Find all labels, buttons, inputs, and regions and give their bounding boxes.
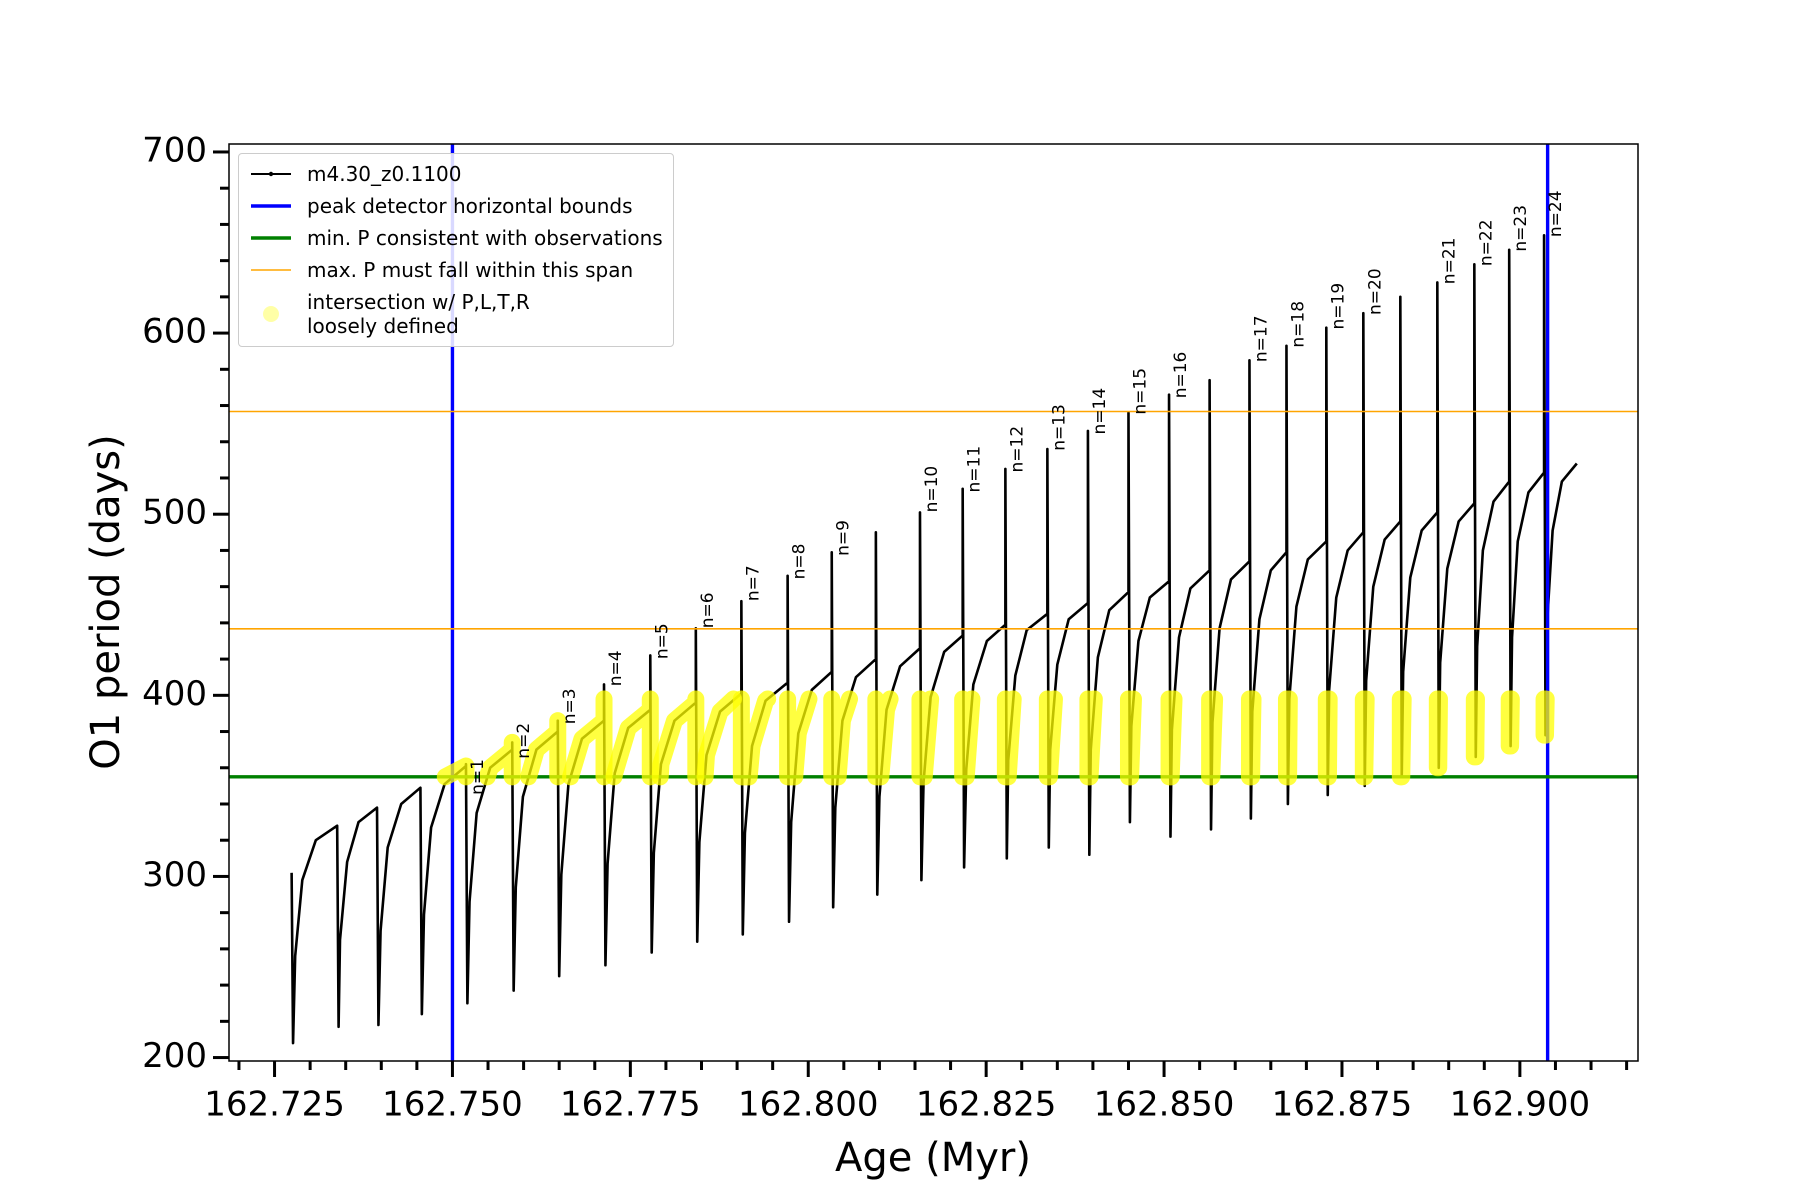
highlight-band xyxy=(823,690,859,786)
highlight-band xyxy=(1354,690,1375,786)
highlight-band xyxy=(1240,690,1262,786)
x-tick-label: 162.850 xyxy=(1094,1085,1235,1125)
annotation: n=5 xyxy=(652,623,672,659)
x-tick-label: 162.825 xyxy=(916,1085,1057,1125)
annotation: n=1 xyxy=(468,759,488,795)
highlight-band xyxy=(1428,690,1448,777)
legend-item: intersection w/ P,L,T,R loosely defined xyxy=(249,290,663,338)
highlight-band xyxy=(562,690,613,786)
legend-swatch xyxy=(251,204,291,208)
highlight-band xyxy=(867,690,899,786)
legend-label: min. P consistent with observations xyxy=(307,226,663,250)
annotation: n=8 xyxy=(790,544,810,580)
highlight-band xyxy=(954,690,981,786)
highlight-band xyxy=(520,712,567,786)
highlight-band xyxy=(696,690,743,786)
x-tick-label: 162.775 xyxy=(560,1085,701,1125)
legend-swatch xyxy=(263,306,279,322)
x-tick-label: 162.875 xyxy=(1272,1085,1413,1125)
series-line xyxy=(290,233,1578,1045)
legend-item: min. P consistent with observations xyxy=(249,226,663,250)
highlight-band xyxy=(1500,690,1520,755)
x-tick-label: 162.900 xyxy=(1450,1085,1591,1125)
legend-symbol xyxy=(268,171,274,177)
legend-label: m4.30_z0.1100 xyxy=(307,162,462,186)
annotation: n=17 xyxy=(1252,315,1272,362)
legend-item: max. P must fall within this span xyxy=(249,258,663,282)
annotation: n=4 xyxy=(606,650,626,686)
highlight-band xyxy=(996,690,1022,786)
highlight-band xyxy=(651,690,705,786)
y-axis-label: O1 period (days) xyxy=(83,434,129,769)
highlight-band xyxy=(1317,690,1338,786)
legend-swatch xyxy=(251,269,291,271)
highlight-band xyxy=(436,757,475,786)
y-tick-label: 500 xyxy=(142,493,207,533)
annotation: n=11 xyxy=(965,446,985,493)
x-tick-label: 162.750 xyxy=(382,1085,523,1125)
x-axis-label: Age (Myr) xyxy=(835,1135,1031,1181)
y-tick-label: 300 xyxy=(142,855,207,895)
annotation: n=22 xyxy=(1476,219,1496,266)
annotation: n=19 xyxy=(1328,283,1348,330)
highlight-band xyxy=(779,690,818,786)
annotation: n=23 xyxy=(1511,205,1531,252)
y-tick-label: 700 xyxy=(142,130,207,170)
highlight-band xyxy=(732,690,777,786)
highlight-band xyxy=(911,690,940,786)
annotation: n=18 xyxy=(1289,301,1309,348)
highlight-band xyxy=(1465,690,1485,766)
legend-item: peak detector horizontal bounds xyxy=(249,194,663,218)
highlight-band xyxy=(1535,690,1555,744)
highlight-band xyxy=(1079,690,1103,786)
highlight-band xyxy=(1038,690,1063,786)
annotation: n=2 xyxy=(514,723,534,759)
annotation: n=10 xyxy=(922,466,942,513)
highlight-band xyxy=(1391,690,1412,786)
annotation: n=16 xyxy=(1171,352,1191,399)
legend-label: peak detector horizontal bounds xyxy=(307,194,633,218)
highlight-band xyxy=(1160,690,1183,786)
annotation: n=9 xyxy=(834,520,854,556)
legend-symbol xyxy=(263,306,279,322)
plot-area xyxy=(229,144,1638,1061)
annotation: n=14 xyxy=(1090,388,1110,435)
annotation: n=6 xyxy=(698,592,718,628)
annotation: n=21 xyxy=(1439,238,1459,285)
highlight-band xyxy=(478,733,521,786)
annotation: n=20 xyxy=(1365,268,1385,315)
highlight-band xyxy=(1119,690,1142,786)
highlight-band xyxy=(1277,690,1298,786)
y-tick-label: 600 xyxy=(142,312,207,352)
annotation: n=24 xyxy=(1546,190,1566,237)
annotation: n=3 xyxy=(560,688,580,724)
annotation: n=15 xyxy=(1131,368,1151,415)
y-tick-label: 400 xyxy=(142,674,207,714)
plot-frame xyxy=(228,143,1639,1062)
highlight-band xyxy=(605,690,659,786)
annotation: n=7 xyxy=(743,565,763,601)
legend-item: m4.30_z0.1100 xyxy=(249,162,663,186)
annotation: n=13 xyxy=(1049,404,1069,451)
legend-swatch xyxy=(251,236,291,240)
x-tick-label: 162.725 xyxy=(204,1085,345,1125)
annotation: n=12 xyxy=(1007,426,1027,473)
x-tick-label: 162.800 xyxy=(738,1085,879,1125)
y-tick-label: 200 xyxy=(142,1036,207,1076)
legend-swatch xyxy=(251,171,291,177)
highlight-band xyxy=(1201,690,1224,786)
legend-label: intersection w/ P,L,T,R loosely defined xyxy=(307,290,530,338)
legend-label: max. P must fall within this span xyxy=(307,258,634,282)
